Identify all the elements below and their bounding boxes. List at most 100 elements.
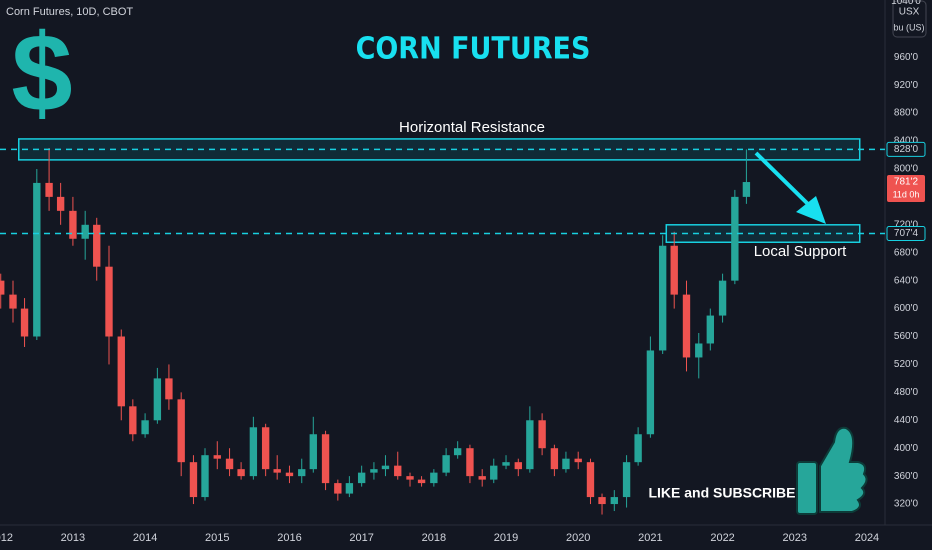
candle-body: [93, 224, 101, 267]
candle-body: [658, 245, 667, 351]
arrow-head: [796, 196, 826, 224]
x-tick-label: 2015: [205, 532, 229, 544]
plot-area: [0, 138, 885, 515]
arrow: [754, 151, 826, 224]
level-label: 707'4: [894, 228, 919, 239]
candle-body: [622, 462, 631, 498]
candle-body: [177, 399, 185, 463]
candle-body: [610, 497, 618, 505]
candle-body: [321, 434, 330, 484]
y-tick-label: 640'0: [894, 275, 919, 286]
cta-text: LIKE and SUBSCRIBE: [648, 485, 795, 501]
y-tick-label: 880'0: [894, 108, 919, 119]
candle-body: [213, 455, 221, 459]
y-tick-label: 680'0: [894, 247, 919, 258]
candle-body: [20, 308, 29, 337]
y-tick-label: 400'0: [894, 443, 919, 454]
candle-body: [695, 343, 703, 358]
level-label-box: [886, 141, 926, 157]
candle-body: [141, 420, 149, 435]
candle-body: [165, 378, 173, 400]
x-tick-label: 2020: [566, 532, 590, 544]
level-label-box: [886, 226, 926, 242]
y-tick-label: 440'0: [894, 415, 919, 426]
candle-body: [502, 462, 510, 466]
candle-body: [417, 479, 426, 484]
candle-body: [731, 196, 739, 281]
currency-label: USX: [899, 7, 920, 18]
candle-body: [670, 245, 678, 295]
candle-body: [249, 427, 258, 477]
candle-body: [237, 469, 245, 477]
candle-body: [538, 420, 546, 449]
x-tick-label: 2016: [277, 532, 301, 544]
resistance-label: Horizontal Resistance: [399, 119, 545, 136]
candle-body: [334, 483, 342, 494]
candle-body: [357, 472, 366, 484]
y-tick-label: 480'0: [894, 387, 919, 398]
candle-body: [394, 465, 402, 477]
candle-body: [466, 448, 474, 477]
candle-body: [56, 196, 65, 211]
x-tick-label: 2017: [349, 532, 373, 544]
candle-body: [381, 465, 390, 470]
x-tick-label: 2018: [422, 532, 446, 544]
y-tick-label: 520'0: [894, 359, 919, 370]
y-tick-label: 320'0: [894, 499, 919, 510]
unit-label: bu (US): [893, 22, 924, 32]
candle-body: [285, 472, 294, 477]
candle-body: [261, 427, 270, 470]
x-tick-label: 2012: [0, 532, 13, 544]
candle-body: [430, 472, 438, 484]
chart-title: CORN FUTURES: [356, 32, 591, 67]
candle-body: [526, 420, 534, 470]
candle-body: [33, 182, 41, 337]
candle-body: [574, 458, 582, 463]
x-tick-label: 2013: [61, 532, 85, 544]
thumb-hand: [819, 426, 868, 513]
candle-body: [586, 462, 595, 498]
candle-body: [634, 434, 642, 463]
candle-body: [189, 462, 198, 498]
y-tick-label: 560'0: [894, 331, 919, 342]
candle-body: [514, 462, 522, 470]
candle-body: [9, 294, 17, 309]
candle-body: [490, 465, 498, 480]
y-tick-label: 600'0: [894, 303, 919, 314]
candle-body: [45, 182, 53, 197]
candle-body: [646, 350, 655, 435]
candle-body: [153, 378, 162, 421]
candle-body: [309, 434, 317, 470]
thumbs-up-icon: [796, 426, 868, 515]
candle-body: [345, 483, 354, 494]
candle-body: [406, 476, 414, 480]
unit-box: [892, 0, 927, 38]
candle-body: [478, 476, 486, 480]
candle-body: [706, 315, 714, 344]
candle-body: [718, 280, 727, 316]
y-tick-label: 360'0: [894, 471, 919, 482]
candle-body: [742, 182, 751, 197]
candle-body: [117, 336, 125, 407]
countdown-label: 11d 0h: [893, 189, 920, 199]
dollar-symbol: $: [11, 12, 72, 135]
y-tick-label: 800'0: [894, 164, 919, 175]
y-tick-label: 960'0: [894, 52, 919, 63]
candle-body: [0, 280, 5, 295]
candle-body: [598, 497, 606, 505]
candle-body: [370, 469, 378, 473]
y-tick-label: 840'0: [894, 136, 919, 147]
last-price-label: 781'2: [894, 177, 919, 188]
y-tick-label: 920'0: [894, 80, 919, 91]
candle-body: [273, 469, 281, 473]
x-tick-label: 2022: [710, 532, 734, 544]
x-tick-label: 2024: [855, 532, 879, 544]
support-label: Local Support: [754, 243, 847, 260]
candle-body: [129, 406, 137, 435]
candle-body: [550, 448, 559, 470]
candle-body: [201, 455, 209, 498]
candle-body: [105, 266, 113, 337]
candle-body: [298, 469, 306, 477]
